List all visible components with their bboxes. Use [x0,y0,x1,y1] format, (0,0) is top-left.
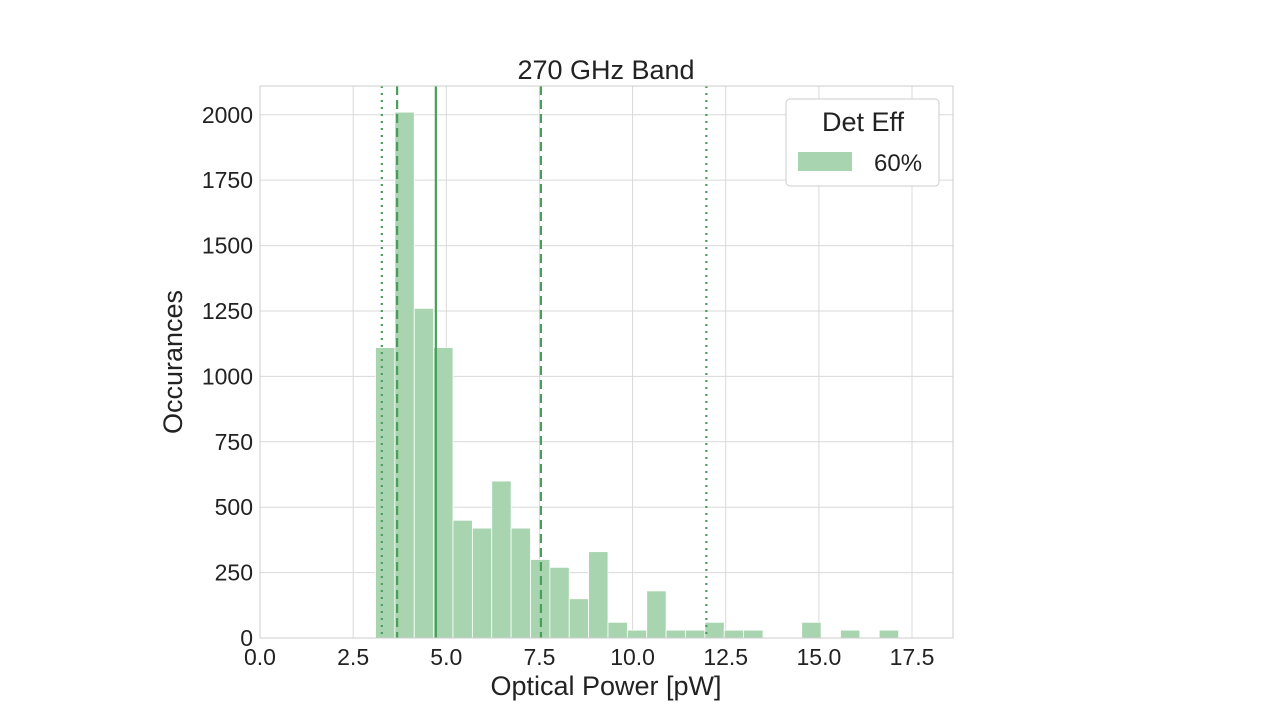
histogram-bar [375,347,396,639]
y-tick-label: 250 [215,560,253,586]
y-tick-label: 1750 [202,167,253,193]
y-tick-label: 1250 [202,298,253,324]
histogram-bar [588,551,609,639]
y-tick-label: 1000 [202,363,253,389]
y-tick-label: 2000 [202,102,253,128]
plot-frame [259,85,954,639]
histogram-bar [413,307,435,639]
x-tick-label: 0.0 [244,644,276,670]
legend: Det Eff 60% [785,98,940,187]
y-tick-label: 750 [215,429,253,455]
histogram-bar [491,480,512,639]
y-tick-label: 500 [215,494,253,520]
histogram-bar [452,519,473,639]
histogram-bar [878,629,900,639]
histogram-bar [704,621,725,639]
histogram-bar [549,566,570,639]
reference-lines [380,86,708,638]
histogram-bar [471,527,493,639]
x-tick-label: 7.5 [523,644,555,670]
y-tick-label: 0 [240,625,253,651]
histogram-bar [510,527,531,639]
histogram-bar [665,629,686,639]
histogram-bar [685,629,706,639]
histogram-bar [607,621,628,639]
x-tick-label: 2.5 [337,644,369,670]
histogram-bar [801,621,822,639]
histogram-bar [646,590,667,639]
histogram-bar [626,629,648,639]
x-tick-label: 5.0 [430,644,462,670]
histogram-bar [743,629,764,639]
y-axis-label: Occurances [158,290,188,434]
x-tick-label: 17.5 [890,644,935,670]
histogram-bar [840,629,861,639]
chart-title: 270 GHz Band [517,55,694,85]
legend-entry-label: 60% [874,150,922,177]
x-axis-label: Optical Power [pW] [490,671,721,701]
y-tick-labels: 0 250 500 750 1000 1250 1500 1750 2000 [202,102,253,651]
legend-swatch [798,152,852,171]
histogram-bar [723,629,745,639]
y-tick-label: 1500 [202,233,253,259]
histogram-bar [568,598,590,639]
x-tick-label: 10.0 [610,644,655,670]
x-tick-labels: 0.0 2.5 5.0 7.5 10.0 12.5 15.0 17.5 [244,644,934,670]
legend-title: Det Eff [822,107,905,137]
x-tick-label: 15.0 [796,644,841,670]
x-tick-label: 12.5 [703,644,748,670]
